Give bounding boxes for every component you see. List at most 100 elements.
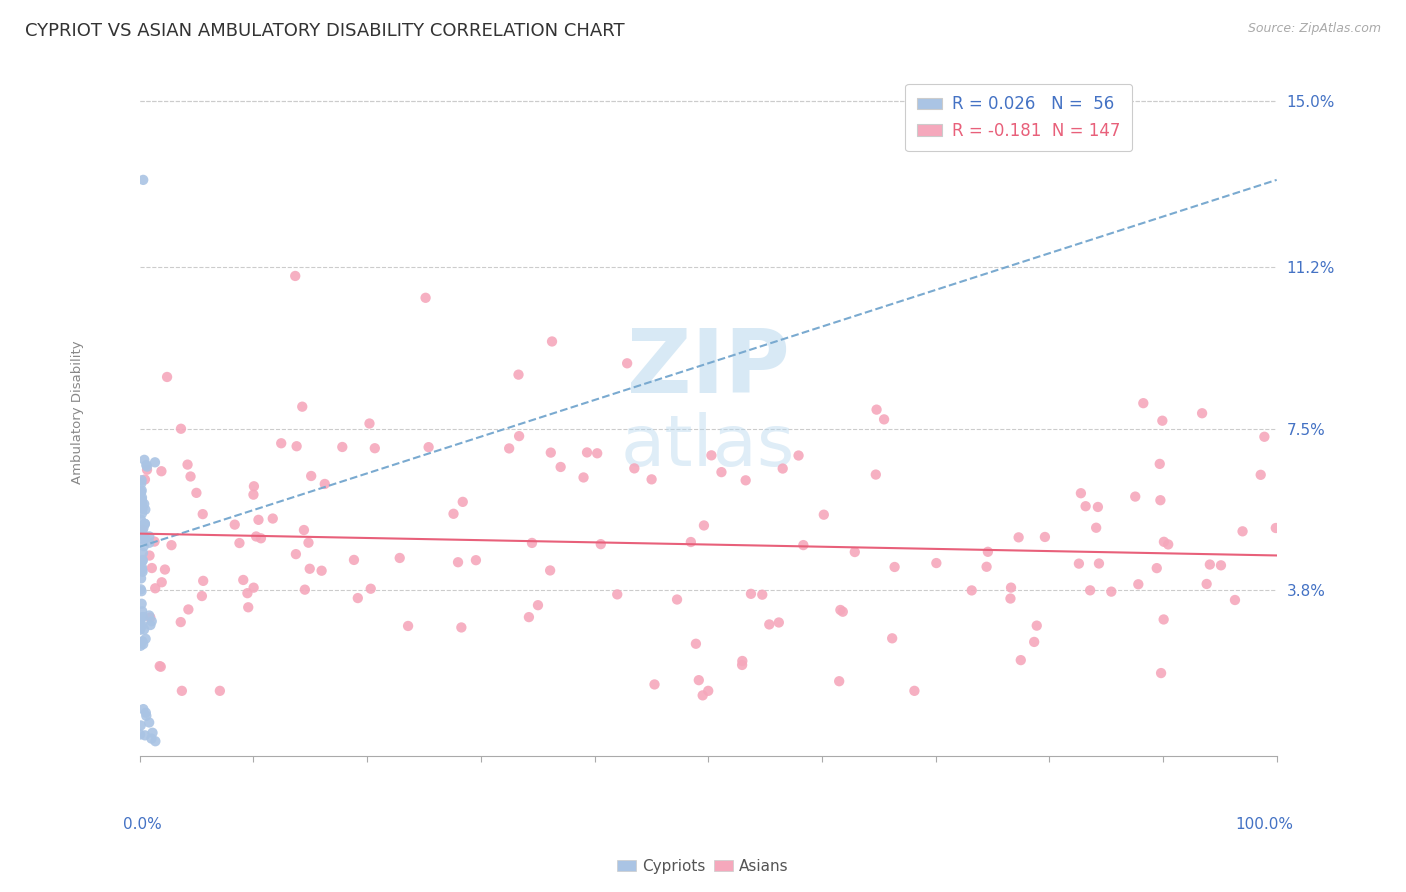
Point (1000, 591, 1022, 606)
Point (153, 562, 176, 576)
Point (758, 617, 780, 632)
Point (232, 573, 254, 587)
Point (131, 473, 153, 487)
Point (129, 718, 152, 732)
Point (132, 521, 155, 535)
Point (160, 538, 183, 552)
Point (132, 702, 155, 716)
Point (298, 562, 321, 576)
Point (685, 637, 707, 651)
Point (131, 634, 153, 648)
Point (844, 545, 866, 559)
Point (299, 469, 322, 483)
Point (311, 564, 333, 578)
Point (751, 588, 773, 602)
Point (131, 523, 153, 537)
Point (135, 706, 157, 720)
Point (134, 516, 156, 531)
Point (224, 517, 246, 532)
Point (134, 728, 156, 742)
Text: Source: ZipAtlas.com: Source: ZipAtlas.com (1247, 22, 1381, 36)
Point (330, 440, 353, 454)
Point (1024, 635, 1046, 649)
Point (830, 603, 852, 617)
Text: CYPRIOT VS ASIAN AMBULATORY DISABILITY CORRELATION CHART: CYPRIOT VS ASIAN AMBULATORY DISABILITY C… (25, 22, 624, 40)
Point (388, 551, 411, 566)
Point (1198, 558, 1220, 572)
Point (149, 659, 172, 673)
Point (149, 659, 172, 673)
Point (1025, 618, 1047, 632)
Point (768, 615, 790, 630)
Point (1149, 493, 1171, 508)
Point (740, 587, 762, 601)
Point (131, 560, 153, 574)
Point (527, 598, 550, 612)
Point (139, 610, 162, 624)
Point (576, 445, 599, 459)
Point (208, 683, 231, 698)
Point (731, 657, 754, 672)
Y-axis label: Ambulatory Disability: Ambulatory Disability (72, 341, 84, 484)
Point (131, 604, 153, 618)
Point (131, 492, 153, 507)
Point (131, 565, 153, 579)
Point (134, 497, 156, 511)
Point (134, 502, 156, 516)
Point (1146, 561, 1168, 575)
Point (865, 467, 887, 482)
Point (176, 458, 198, 472)
Point (1088, 557, 1111, 571)
Point (1074, 500, 1097, 514)
Point (129, 512, 152, 526)
Text: 100.0%: 100.0% (1236, 817, 1294, 832)
Point (141, 725, 163, 739)
Point (129, 485, 152, 500)
Point (129, 635, 152, 649)
Point (688, 673, 710, 688)
Point (520, 536, 543, 550)
Point (606, 587, 628, 601)
Point (1085, 521, 1108, 535)
Point (128, 525, 150, 540)
Point (1010, 653, 1032, 667)
Point (131, 618, 153, 632)
Point (247, 513, 270, 527)
Point (131, 497, 153, 511)
Point (270, 436, 292, 450)
Point (238, 600, 260, 615)
Point (540, 445, 562, 459)
Point (977, 545, 1000, 559)
Point (191, 589, 214, 603)
Point (170, 683, 193, 698)
Point (132, 526, 155, 541)
Point (396, 619, 419, 633)
Point (314, 477, 336, 491)
Point (1128, 577, 1150, 591)
Point (1264, 521, 1286, 535)
Point (1253, 430, 1275, 444)
Point (517, 610, 540, 624)
Point (734, 473, 756, 487)
Point (538, 564, 561, 578)
Point (191, 507, 214, 521)
Point (828, 674, 851, 689)
Point (693, 518, 716, 533)
Point (131, 507, 153, 521)
Point (136, 463, 159, 477)
Point (132, 553, 155, 567)
Point (143, 534, 166, 549)
Point (143, 582, 166, 596)
Point (1078, 583, 1101, 598)
Point (572, 470, 595, 484)
Point (1223, 593, 1246, 607)
Point (131, 496, 153, 510)
Point (134, 516, 156, 531)
Point (710, 465, 733, 479)
Point (787, 449, 810, 463)
Point (129, 727, 152, 741)
Point (976, 559, 998, 574)
Point (242, 581, 264, 595)
Text: atlas: atlas (621, 412, 796, 482)
Point (451, 495, 474, 509)
